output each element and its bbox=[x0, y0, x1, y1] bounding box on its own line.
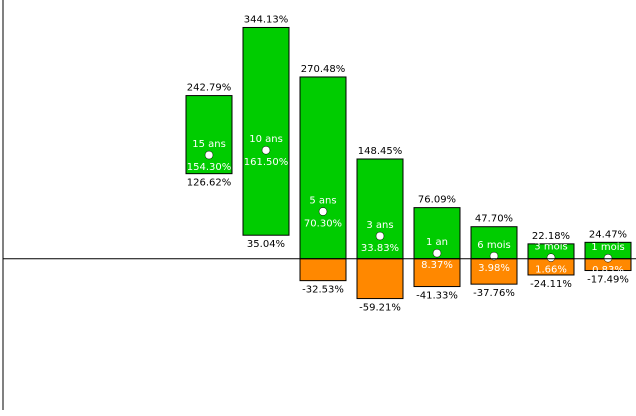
median-dot bbox=[432, 248, 442, 258]
category-label: 3 ans bbox=[366, 220, 393, 231]
max-label: 47.70% bbox=[475, 214, 513, 225]
max-label: 148.45% bbox=[358, 146, 403, 157]
bar-positive bbox=[356, 158, 404, 260]
median-label: 0.83% bbox=[592, 265, 624, 276]
bar-negative bbox=[356, 258, 404, 300]
category-label: 5 ans bbox=[309, 196, 336, 207]
median-label: 3.98% bbox=[478, 263, 510, 274]
median-dot bbox=[603, 253, 613, 263]
median-label: 70.30% bbox=[304, 219, 342, 230]
bar-positive bbox=[242, 26, 290, 236]
category-label: 15 ans bbox=[192, 139, 226, 150]
bar-positive bbox=[185, 95, 233, 175]
min-label: -41.33% bbox=[416, 291, 458, 302]
bar-negative bbox=[413, 258, 461, 288]
min-label: -17.49% bbox=[587, 275, 629, 286]
bar-negative bbox=[299, 258, 347, 282]
median-dot bbox=[375, 231, 385, 241]
median-dot bbox=[204, 150, 214, 160]
category-label: 10 ans bbox=[249, 134, 283, 145]
category-label: 3 mois bbox=[534, 242, 567, 253]
category-label: 1 an bbox=[426, 237, 448, 248]
median-label: 154.30% bbox=[187, 162, 232, 173]
min-label: 35.04% bbox=[247, 239, 285, 250]
bar-positive bbox=[299, 76, 347, 260]
max-label: 76.09% bbox=[418, 195, 456, 206]
bar-negative bbox=[470, 258, 518, 285]
min-label: -24.11% bbox=[530, 279, 572, 290]
min-label: -37.76% bbox=[473, 288, 515, 299]
median-dot bbox=[261, 145, 271, 155]
max-label: 24.47% bbox=[589, 229, 627, 240]
median-label: 161.50% bbox=[244, 157, 289, 168]
min-label: -59.21% bbox=[359, 303, 401, 314]
max-label: 242.79% bbox=[187, 83, 232, 94]
category-label: 6 mois bbox=[477, 240, 510, 251]
median-label: 33.83% bbox=[361, 243, 399, 254]
max-label: 344.13% bbox=[244, 14, 289, 25]
median-dot bbox=[546, 253, 556, 262]
category-label: 1 mois bbox=[591, 242, 624, 253]
min-label: -32.53% bbox=[302, 285, 344, 296]
min-label: 126.62% bbox=[187, 178, 232, 189]
max-label: 270.48% bbox=[301, 64, 346, 75]
median-label: 1.66% bbox=[535, 265, 567, 276]
max-label: 22.18% bbox=[532, 231, 570, 242]
median-dot bbox=[489, 251, 499, 261]
median-label: 8.37% bbox=[421, 260, 453, 271]
median-dot bbox=[318, 207, 328, 216]
bar-positive bbox=[413, 207, 461, 260]
